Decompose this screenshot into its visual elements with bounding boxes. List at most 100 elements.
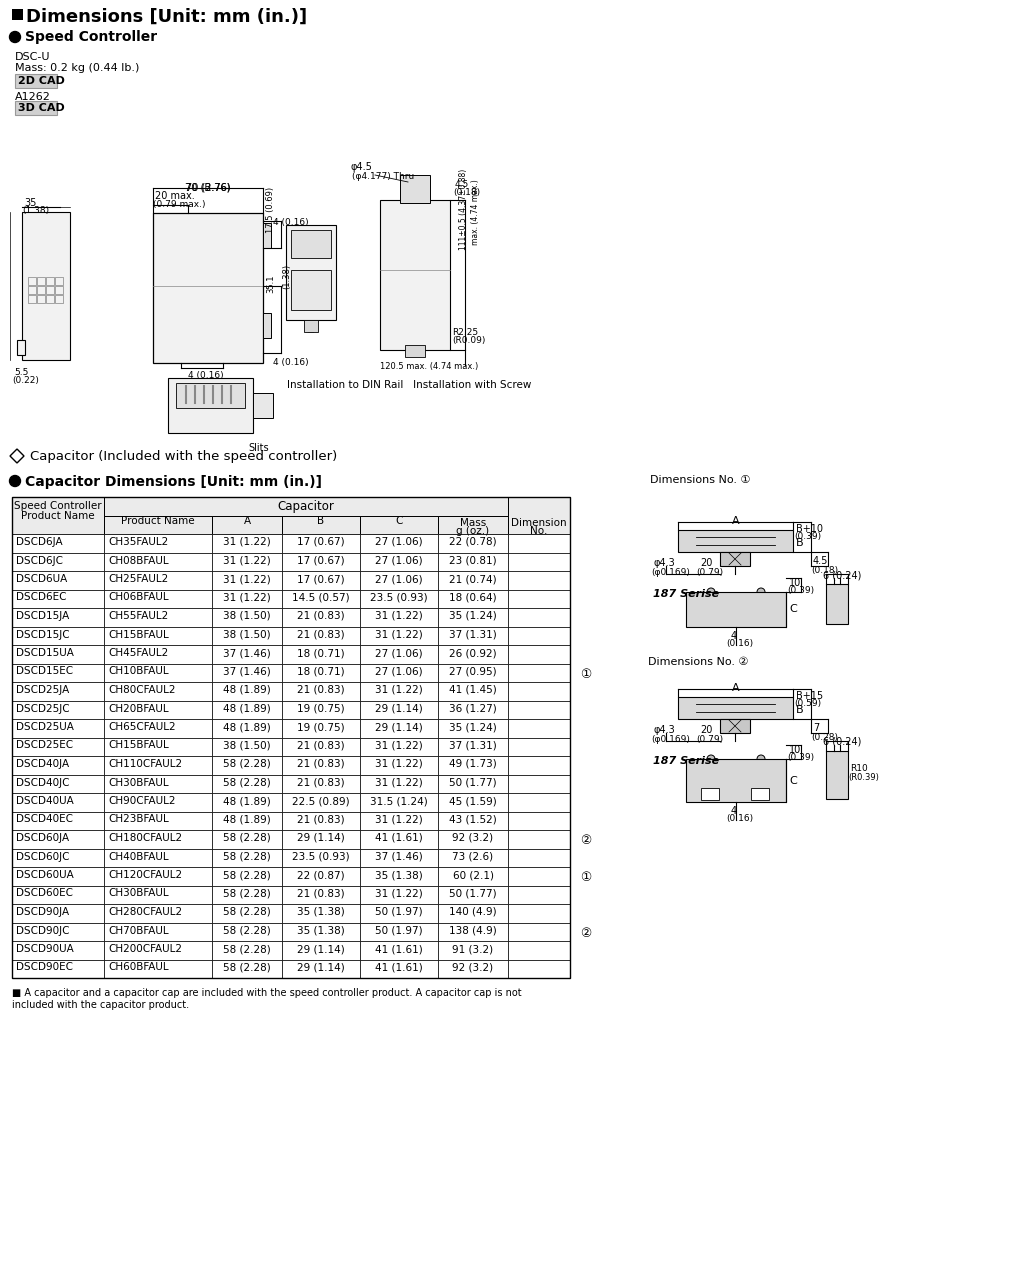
Bar <box>282 608 360 626</box>
Text: 73 (2.6): 73 (2.6) <box>452 851 493 861</box>
Bar <box>212 700 282 719</box>
Text: A: A <box>732 684 739 692</box>
Bar <box>508 663 570 682</box>
Bar <box>12 553 104 571</box>
Text: ①: ① <box>580 668 591 681</box>
Text: 29 (1.14): 29 (1.14) <box>297 945 345 954</box>
Circle shape <box>707 588 715 596</box>
Bar <box>212 941 282 960</box>
Text: 31 (1.22): 31 (1.22) <box>224 573 271 584</box>
Text: (0.39): (0.39) <box>794 532 821 541</box>
Bar <box>104 867 212 886</box>
Bar <box>508 737 570 756</box>
Text: ①: ① <box>580 872 591 884</box>
Bar <box>12 867 104 886</box>
Bar <box>212 960 282 978</box>
Bar <box>508 812 570 829</box>
Bar <box>360 904 438 923</box>
Bar <box>104 794 212 812</box>
Text: 29 (1.14): 29 (1.14) <box>297 963 345 973</box>
Text: 50 (1.97): 50 (1.97) <box>375 908 423 916</box>
Text: 31 (1.22): 31 (1.22) <box>375 888 423 899</box>
Text: 5.5: 5.5 <box>14 369 29 378</box>
Bar <box>212 645 282 663</box>
Text: 31.5 (1.24): 31.5 (1.24) <box>371 796 428 806</box>
Bar <box>438 571 508 590</box>
Text: Dimensions No. ②: Dimensions No. ② <box>648 657 748 667</box>
Text: CH55FAUL2: CH55FAUL2 <box>108 611 168 621</box>
Bar <box>104 590 212 608</box>
Text: 4 (0.16): 4 (0.16) <box>273 218 308 227</box>
Text: 45 (1.59): 45 (1.59) <box>449 796 497 806</box>
Text: 70 (B.76): 70 (B.76) <box>186 183 231 193</box>
Bar <box>438 812 508 829</box>
Bar <box>360 829 438 849</box>
Bar <box>282 553 360 571</box>
Bar <box>282 516 360 534</box>
Text: 21 (0.83): 21 (0.83) <box>297 777 345 787</box>
Bar <box>438 737 508 756</box>
Text: DSCD15UA: DSCD15UA <box>16 648 74 658</box>
Bar <box>360 645 438 663</box>
Text: 41 (1.45): 41 (1.45) <box>449 685 497 695</box>
Bar <box>104 886 212 904</box>
Bar <box>508 923 570 941</box>
Bar <box>28 294 36 303</box>
Text: CH15BFAUL: CH15BFAUL <box>108 630 168 640</box>
Text: DSCD6JC: DSCD6JC <box>16 556 63 566</box>
Bar <box>508 626 570 645</box>
Text: (0.39): (0.39) <box>787 753 814 762</box>
Text: 48 (1.89): 48 (1.89) <box>224 796 271 806</box>
Text: DSCD90EC: DSCD90EC <box>16 963 72 973</box>
Text: 31 (1.22): 31 (1.22) <box>375 777 423 787</box>
Bar <box>360 663 438 682</box>
Text: Installation to DIN Rail   Installation with Screw: Installation to DIN Rail Installation wi… <box>287 380 531 390</box>
Text: B: B <box>796 538 804 548</box>
Bar <box>282 663 360 682</box>
Bar <box>212 590 282 608</box>
Bar <box>282 774 360 794</box>
Bar <box>104 497 508 516</box>
Text: 36 (1.27): 36 (1.27) <box>449 704 497 713</box>
Circle shape <box>757 755 765 763</box>
Text: CH23BFAUL: CH23BFAUL <box>108 814 168 824</box>
Text: C: C <box>789 776 796 786</box>
Bar <box>438 645 508 663</box>
Text: DSC-U: DSC-U <box>15 52 50 61</box>
Bar <box>12 812 104 829</box>
Text: DSCD6UA: DSCD6UA <box>16 573 67 584</box>
Text: 4: 4 <box>731 806 737 817</box>
Bar <box>212 663 282 682</box>
Text: 37 (1.46): 37 (1.46) <box>224 648 271 658</box>
Text: DSCD60EC: DSCD60EC <box>16 888 72 899</box>
Bar <box>282 886 360 904</box>
Text: 48 (1.89): 48 (1.89) <box>224 814 271 824</box>
Text: 23.5 (0.93): 23.5 (0.93) <box>371 593 428 603</box>
Bar <box>46 294 54 303</box>
Text: 187 Serise: 187 Serise <box>653 589 719 599</box>
Text: CH65CFAUL2: CH65CFAUL2 <box>108 722 176 732</box>
Bar <box>360 886 438 904</box>
Text: 21 (0.83): 21 (0.83) <box>297 630 345 640</box>
Text: 23 (0.81): 23 (0.81) <box>449 556 497 566</box>
Text: 38 (1.50): 38 (1.50) <box>224 741 271 750</box>
Bar <box>360 700 438 719</box>
Text: 4: 4 <box>731 631 737 641</box>
Bar <box>438 608 508 626</box>
Bar <box>282 960 360 978</box>
Text: 38 (1.50): 38 (1.50) <box>224 630 271 640</box>
Bar <box>28 285 36 294</box>
Text: 92 (3.2): 92 (3.2) <box>452 833 493 844</box>
Text: 58 (2.28): 58 (2.28) <box>224 963 271 973</box>
Bar <box>282 534 360 553</box>
Text: CH15BFAUL: CH15BFAUL <box>108 741 168 750</box>
Bar <box>12 497 104 534</box>
Bar <box>360 774 438 794</box>
Bar <box>438 719 508 737</box>
Bar <box>212 719 282 737</box>
Text: 27 (0.95): 27 (0.95) <box>449 667 497 677</box>
Bar <box>212 794 282 812</box>
Bar <box>291 230 331 259</box>
Bar <box>282 645 360 663</box>
Bar <box>701 788 719 800</box>
